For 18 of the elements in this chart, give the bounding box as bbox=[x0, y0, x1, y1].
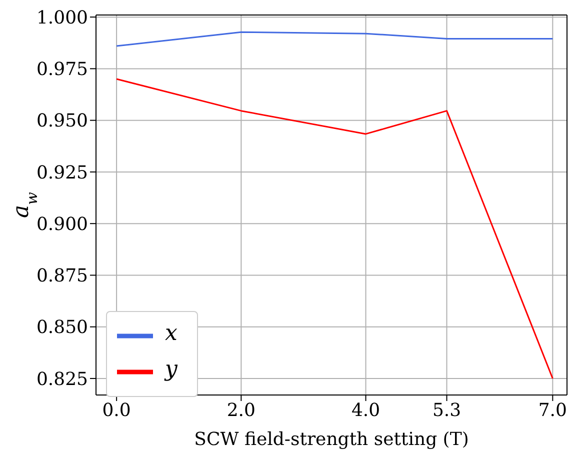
x-tick-label: 5.3 bbox=[432, 400, 462, 421]
legend-label: x bbox=[165, 320, 178, 346]
x-axis-title: SCW field-strength setting (T) bbox=[194, 429, 469, 450]
y-tick-label: 0.950 bbox=[36, 110, 88, 132]
x-tick-label: 0.0 bbox=[102, 400, 131, 421]
line-series bbox=[116, 31, 554, 47]
x-tick-label: 7.0 bbox=[538, 400, 567, 421]
y-tick-label: 0.900 bbox=[36, 214, 88, 235]
y-tick-label: 1.000 bbox=[36, 7, 88, 28]
x-tick-label: 2.0 bbox=[226, 400, 256, 421]
y-tick-label: 0.975 bbox=[36, 59, 88, 80]
y-tick-label: 0.850 bbox=[36, 317, 88, 338]
y-tick-label: 0.825 bbox=[36, 368, 88, 390]
y-tick-label: 0.875 bbox=[36, 266, 88, 287]
y-tick-label: 0.925 bbox=[36, 162, 88, 184]
legend-label: y bbox=[165, 356, 178, 382]
line-series bbox=[116, 78, 554, 380]
x-tick-label: 4.0 bbox=[351, 400, 380, 421]
